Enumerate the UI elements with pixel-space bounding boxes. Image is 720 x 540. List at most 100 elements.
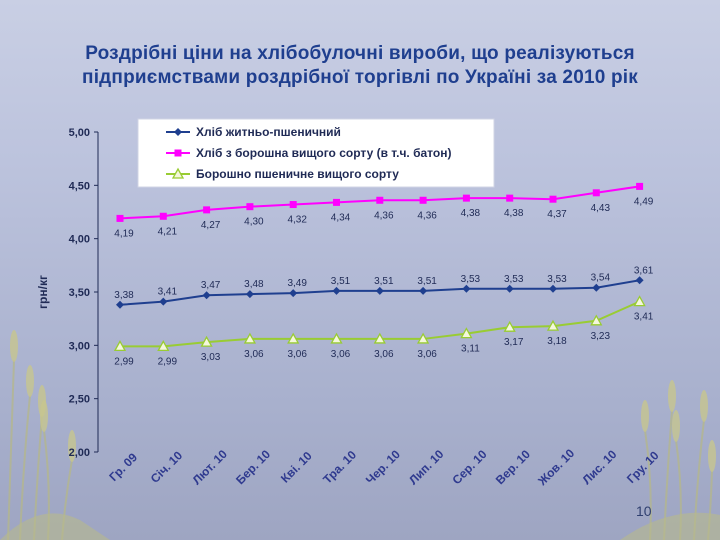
data-label: 2,99 — [114, 356, 134, 367]
data-point — [546, 319, 560, 331]
data-point — [376, 196, 384, 204]
data-point — [200, 335, 213, 347]
data-label: 4,38 — [461, 208, 481, 219]
data-point — [416, 332, 430, 344]
data-label: 3,51 — [331, 276, 351, 287]
data-label: 3,38 — [114, 290, 134, 301]
data-point — [116, 300, 124, 309]
legend-marker — [171, 167, 185, 179]
data-point — [462, 194, 470, 202]
data-point — [505, 284, 514, 293]
data-point — [202, 291, 211, 300]
data-label: 3,11 — [461, 344, 480, 355]
y-tick-label: 3,50 — [69, 287, 90, 299]
chart-title: Роздрібні ціни на хлібобулочні вироби, щ… — [30, 42, 690, 90]
x-tick-label: Сер. 10 — [450, 447, 490, 487]
data-point — [333, 198, 340, 206]
data-label: 3,06 — [417, 349, 437, 360]
data-label: 3,49 — [287, 278, 307, 289]
data-point — [636, 182, 644, 190]
data-label: 3,61 — [634, 265, 654, 276]
wheat-stalk — [19, 394, 31, 540]
legend-label: Борошно пшеничне вищого сорту — [196, 167, 399, 181]
page-number: 10 — [636, 503, 652, 519]
data-point — [289, 289, 298, 298]
data-point — [635, 276, 644, 285]
data-point — [113, 340, 127, 352]
data-point — [549, 195, 557, 203]
data-point — [373, 332, 386, 344]
x-tick-label: Лют. 10 — [190, 447, 231, 488]
x-tick-label: Лис. 10 — [579, 447, 619, 487]
data-point — [287, 332, 300, 344]
series-2: 4,19 4,21 4,27 4,30 4,32 4,34 4,36 4,36 4,38 4,38… — [114, 182, 654, 239]
data-point — [549, 284, 557, 293]
y-tick-label: 4,00 — [69, 234, 90, 246]
data-label: 4,36 — [374, 210, 394, 221]
wheat-ear — [708, 440, 716, 472]
grass-right — [620, 512, 720, 540]
data-point — [330, 332, 343, 344]
data-label: 3,06 — [287, 349, 307, 360]
data-label: 4,27 — [201, 220, 221, 231]
x-tick-label: Кві. 10 — [278, 449, 315, 486]
grass-left — [0, 513, 110, 540]
data-point — [375, 286, 384, 295]
data-label: 3,54 — [591, 273, 611, 284]
data-point — [159, 297, 168, 306]
wheat-ear — [672, 410, 680, 442]
wheat-decoration — [0, 330, 720, 540]
data-label: 3,53 — [547, 274, 567, 285]
x-tick-label: Гру. 10 — [624, 448, 662, 486]
legend: Хліб житньо-пшеничний Хліб з борошна вищо… — [137, 118, 495, 188]
y-tick-label: 5,00 — [69, 127, 90, 139]
data-label: 3,47 — [201, 280, 221, 291]
data-label: 3,03 — [201, 352, 221, 363]
data-label: 3,51 — [374, 276, 394, 287]
x-tick-label: Жов. 10 — [534, 446, 577, 489]
data-label: 4,19 — [114, 228, 134, 239]
data-label: 4,49 — [634, 196, 654, 207]
legend-box — [137, 118, 495, 188]
data-point — [460, 327, 473, 339]
data-point — [246, 203, 254, 211]
x-axis: Гр. 09 Січ. 10 Лют. 10 Бер. 10 Кві. 10 Тра. 1… — [106, 446, 661, 489]
data-point — [289, 201, 297, 209]
wheat-stalk — [7, 359, 15, 540]
data-point — [245, 290, 254, 299]
data-point — [203, 206, 211, 214]
data-label: 3,41 — [158, 287, 178, 298]
data-label: 2,99 — [158, 356, 178, 367]
x-tick-label: Січ. 10 — [148, 448, 186, 486]
y-tick-label: 4,50 — [69, 180, 90, 192]
data-label: 3,51 — [417, 276, 437, 287]
series-3: 2,99 2,99 3,03 3,06 3,06 3,06 3,06 3,06 3,11 3,17… — [113, 295, 654, 367]
data-label: 3,23 — [591, 331, 611, 342]
data-label: 3,53 — [461, 274, 481, 285]
data-label: 3,53 — [504, 274, 524, 285]
series-1: 3,38 3,41 3,47 3,48 3,49 3,51 3,51 3,51 3,53 3,53… — [114, 265, 654, 309]
wheat-ear — [668, 380, 676, 412]
data-label: 3,17 — [504, 337, 524, 348]
legend-marker — [174, 149, 182, 157]
data-point — [332, 286, 341, 295]
data-point — [243, 332, 257, 344]
data-label: 3,06 — [244, 349, 264, 360]
legend-item: Борошно пшеничне вищого сорту — [166, 167, 399, 181]
x-tick-label: Гр. 09 — [106, 450, 140, 484]
x-tick-label: Бер. 10 — [233, 447, 273, 487]
data-label: 4,30 — [244, 217, 264, 228]
legend-marker — [174, 128, 182, 136]
data-label: 4,43 — [591, 203, 611, 214]
legend-label: Хліб житньо-пшеничний — [196, 125, 341, 139]
data-label: 3,06 — [374, 349, 394, 360]
data-label: 4,34 — [331, 212, 351, 223]
plot-area: 3,38 3,41 3,47 3,48 3,49 3,51 3,51 3,51 3,53 3,53… — [113, 182, 654, 367]
title-line-1: Роздрібні ціни на хлібобулочні вироби, щ… — [85, 43, 635, 64]
legend-label: Хліб з борошна вищого сорту (в т.ч. бато… — [196, 146, 451, 160]
data-label: 4,36 — [417, 210, 437, 221]
data-label: 3,48 — [244, 279, 264, 290]
y-axis: 5,00 4,50 4,00 3,50 3,00 2,50 2,00 — [69, 127, 98, 459]
data-label: 3,18 — [547, 336, 567, 347]
